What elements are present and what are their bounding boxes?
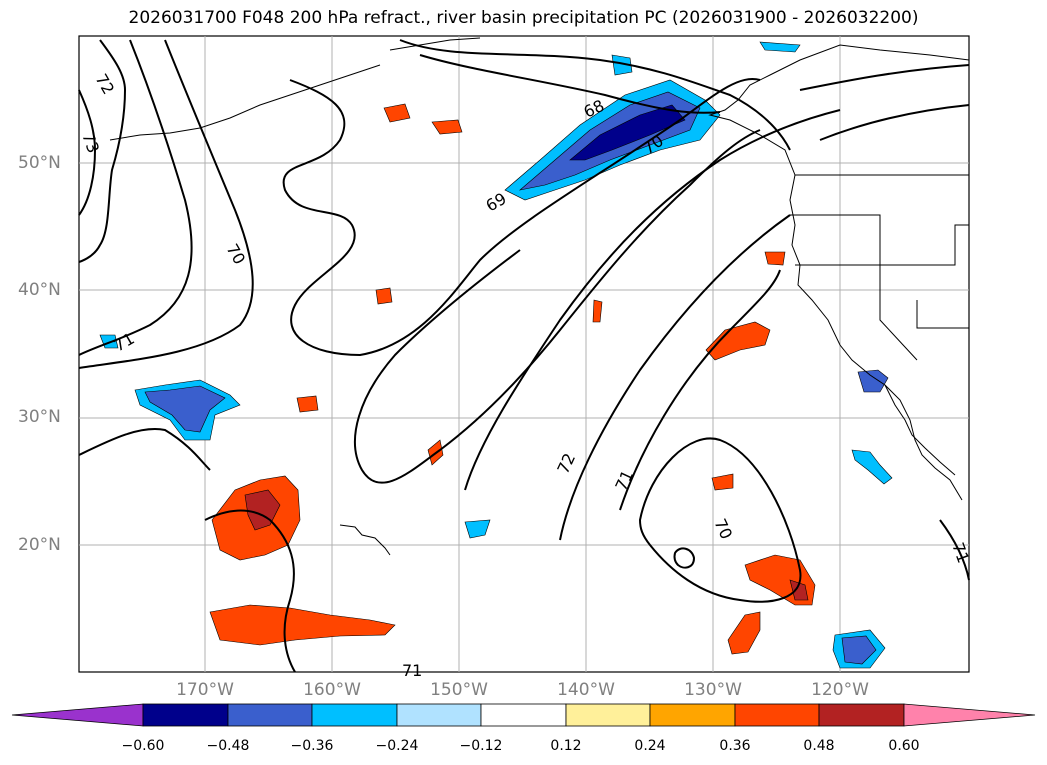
lat-label: 20°N — [18, 535, 61, 555]
colorbar-tick: −0.24 — [375, 738, 419, 754]
contour-70 — [78, 39, 254, 369]
contour-label: 71 — [402, 661, 422, 680]
contour-69-west — [78, 428, 211, 471]
colorbar-segment — [649, 703, 736, 727]
pc-region-baja — [851, 449, 893, 485]
colorbar-tick: 0.12 — [550, 738, 582, 754]
colorbar-segment — [565, 703, 651, 727]
colorbar-segment — [734, 703, 820, 727]
colorbar-segment — [396, 703, 482, 727]
coastlines — [109, 37, 970, 556]
pc-region-coast-2 — [711, 473, 734, 491]
colorbar-arrow-left — [11, 703, 144, 727]
contour-71 — [78, 39, 193, 356]
contour-69-loop — [673, 547, 696, 569]
contour-70-east — [399, 39, 791, 151]
pc-region-se-tail — [727, 611, 761, 655]
pc-region-mid-4 — [592, 299, 603, 323]
colorbar-segment — [818, 703, 905, 727]
pc-region-southwest — [209, 604, 396, 646]
colorbar-segment — [480, 703, 567, 727]
lat-label: 30°N — [18, 407, 61, 427]
contour-northeast-2 — [819, 104, 970, 141]
colorbar-tick: 0.24 — [634, 738, 666, 754]
pc-region-alaska-1 — [759, 41, 801, 53]
state-border-nv — [879, 265, 918, 361]
lat-label: 50°N — [18, 153, 61, 173]
colorbar-tick: −0.12 — [459, 738, 503, 754]
lon-label: 140°W — [557, 680, 615, 700]
lon-label: 150°W — [430, 680, 488, 700]
aleutian-arc — [109, 64, 381, 141]
colorbar-tick: −0.60 — [121, 738, 165, 754]
colorbar-tick: 0.36 — [719, 738, 751, 754]
north-america-coast — [708, 44, 970, 501]
lon-label: 160°W — [303, 680, 361, 700]
baja-coast — [884, 384, 956, 476]
pc-region-coast-1 — [764, 251, 786, 266]
contour-68 — [419, 54, 721, 114]
colorbar-tick: −0.48 — [206, 738, 250, 754]
colorbar-tick: 0.60 — [888, 738, 920, 754]
contour-70-loop — [638, 437, 802, 603]
colorbar-arrow-right — [903, 703, 1036, 727]
contour-71-south — [559, 214, 791, 541]
pc-region-pnw-core — [569, 104, 686, 161]
contour-71-east — [939, 519, 970, 581]
contour-70-south — [619, 269, 781, 511]
contour-69 — [282, 78, 761, 357]
pc-region-socal — [857, 369, 889, 393]
pc-region-gulf-1 — [383, 103, 411, 123]
alaska-coast — [389, 37, 481, 51]
contour-72-south — [464, 109, 841, 491]
refractivity-contours — [78, 39, 970, 673]
colorbar-segment — [142, 703, 229, 727]
lon-label: 170°W — [176, 680, 234, 700]
contour-70-mid — [354, 129, 761, 484]
pc-region-west-pacific-core — [144, 385, 226, 433]
pc-region-south-core — [841, 635, 877, 665]
pc-region-alaska-2 — [611, 54, 633, 76]
lat-label: 40°N — [18, 280, 61, 300]
state-border-az — [916, 300, 969, 329]
pc-region-mid-2 — [296, 395, 319, 413]
pc-region-mid-3 — [375, 287, 393, 305]
colorbar — [11, 703, 1036, 727]
lon-label: 130°W — [684, 680, 742, 700]
colorbar-tick: 0.48 — [803, 738, 835, 754]
pc-region-gulf-2 — [431, 119, 463, 135]
colorbar-segment — [311, 703, 398, 727]
contour-73 — [78, 89, 97, 216]
lon-label: 120°W — [811, 680, 869, 700]
contour-northeast — [799, 64, 970, 91]
hawaii-islands — [339, 524, 391, 556]
state-border-or — [790, 214, 881, 265]
contour-71-bottom — [204, 509, 296, 673]
contour-72 — [78, 39, 127, 263]
state-border-ca — [795, 224, 969, 266]
map-frame — [78, 35, 970, 673]
map-title: 2026031700 F048 200 hPa refract., river … — [128, 8, 919, 28]
colorbar-segment — [227, 703, 313, 727]
colorbar-tick: −0.36 — [290, 738, 334, 754]
pc-region-small-2 — [464, 519, 491, 539]
